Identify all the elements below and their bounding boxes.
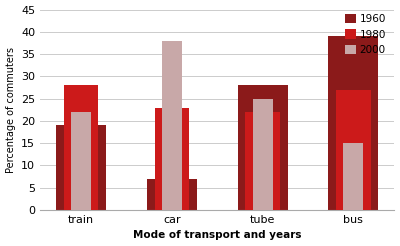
X-axis label: Mode of transport and years: Mode of transport and years xyxy=(133,231,302,240)
Legend: 1960, 1980, 2000: 1960, 1980, 2000 xyxy=(342,11,389,58)
Bar xyxy=(336,90,371,210)
Bar xyxy=(253,99,273,210)
Bar xyxy=(344,143,363,210)
Bar xyxy=(162,41,182,210)
Bar xyxy=(64,85,98,210)
Bar xyxy=(71,112,91,210)
Bar xyxy=(238,85,288,210)
Bar xyxy=(147,179,197,210)
Bar xyxy=(246,112,280,210)
Y-axis label: Percentage of commuters: Percentage of commuters xyxy=(6,47,16,173)
Bar xyxy=(328,36,378,210)
Bar xyxy=(155,108,189,210)
Bar xyxy=(56,125,106,210)
